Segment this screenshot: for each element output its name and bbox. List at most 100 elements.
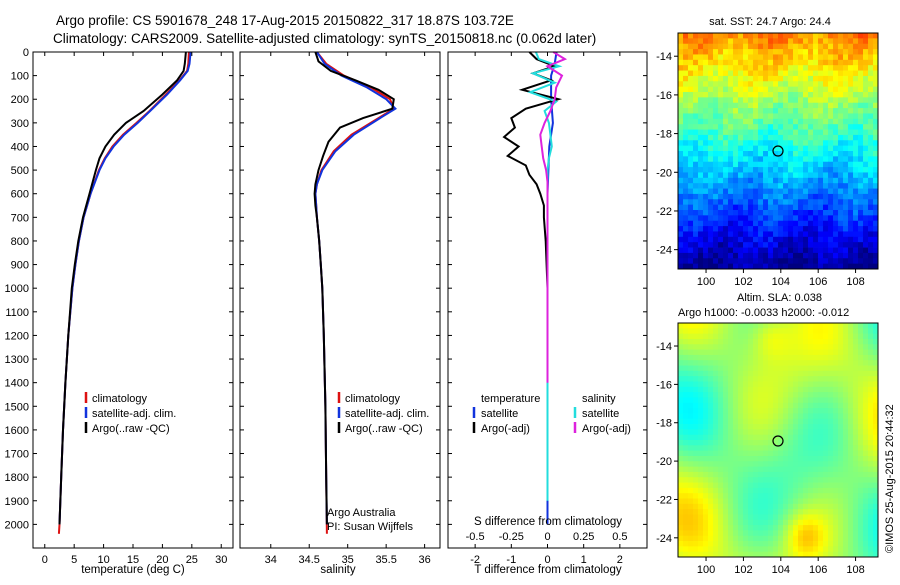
heatmap-cell — [708, 49, 714, 55]
heatmap-cell — [688, 172, 694, 179]
heatmap-cell — [723, 551, 729, 558]
heatmap-cell — [808, 424, 814, 430]
heatmap-cell — [808, 188, 814, 195]
heatmap-cell — [828, 108, 834, 114]
heatmap-cell — [678, 546, 684, 553]
heatmap-cell — [713, 215, 719, 222]
heatmap-cell — [748, 450, 754, 457]
heatmap-cell — [828, 402, 834, 409]
heatmap-cell — [833, 323, 839, 329]
heatmap-cell — [818, 220, 824, 227]
heatmap-cell — [858, 220, 864, 227]
heatmap-cell — [718, 445, 724, 452]
heatmap-cell — [713, 226, 719, 232]
heatmap-cell — [783, 247, 789, 254]
heatmap-cell — [733, 434, 739, 441]
heatmap-cell — [868, 328, 874, 335]
heatmap-cell — [873, 408, 879, 414]
depth-tick-label: 1500 — [5, 401, 29, 413]
heatmap-cell — [778, 236, 784, 243]
heatmap-cell — [723, 323, 729, 329]
heatmap-cell — [858, 113, 864, 120]
heatmap-cell — [828, 118, 834, 125]
heatmap-cell — [858, 498, 864, 505]
heatmap-cell — [723, 509, 729, 515]
heatmap-cell — [748, 161, 754, 168]
heatmap-cell — [733, 108, 739, 114]
heatmap-cell — [718, 70, 724, 77]
heatmap-cell — [788, 551, 794, 558]
heatmap-cell — [708, 525, 714, 531]
heatmap-cell — [858, 429, 864, 436]
difference-xlabel-top: S difference from climatology — [474, 516, 622, 528]
heatmap-cell — [798, 477, 804, 483]
heatmap-cell — [848, 113, 854, 120]
heatmap-cell — [758, 193, 764, 200]
heatmap-cell — [678, 172, 684, 179]
heatmap-cell — [798, 156, 804, 163]
heatmap-cell — [823, 54, 829, 61]
heatmap-cell — [808, 408, 814, 414]
heatmap-cell — [708, 242, 714, 248]
heatmap-cell — [683, 65, 689, 71]
heatmap-cell — [788, 226, 794, 232]
heatmap-cell — [863, 134, 869, 141]
heatmap-cell — [768, 92, 774, 98]
heatmap-cell — [833, 113, 839, 120]
heatmap-cell — [828, 263, 834, 270]
heatmap-cell — [708, 183, 714, 189]
heatmap-cell — [693, 466, 699, 473]
heatmap-cell — [848, 161, 854, 168]
heatmap-cell — [823, 183, 829, 189]
heatmap-cell — [873, 145, 879, 152]
heatmap-cell — [783, 49, 789, 55]
heatmap-cell — [743, 328, 749, 335]
heatmap-cell — [763, 434, 769, 441]
heatmap-cell — [873, 172, 879, 179]
heatmap-cell — [738, 344, 744, 350]
heatmap-cell — [873, 70, 879, 77]
heatmap-cell — [778, 349, 784, 356]
heatmap-cell — [683, 204, 689, 211]
heatmap-cell — [733, 75, 739, 82]
heatmap-cell — [818, 530, 824, 537]
heatmap-cell — [753, 525, 759, 531]
heatmap-cell — [853, 75, 859, 82]
heatmap-cell — [758, 258, 764, 265]
heatmap-cell — [848, 242, 854, 248]
heatmap-cell — [773, 360, 779, 366]
heatmap-cell — [758, 59, 764, 66]
heatmap-cell — [773, 477, 779, 483]
heatmap-cell — [813, 188, 819, 195]
heatmap-cell — [813, 75, 819, 82]
heatmap-cell — [753, 546, 759, 553]
heatmap-cell — [873, 263, 879, 270]
heatmap-cell — [863, 525, 869, 531]
heatmap-cell — [808, 70, 814, 77]
heatmap-cell — [793, 381, 799, 388]
heatmap-cell — [723, 134, 729, 141]
heatmap-cell — [828, 43, 834, 50]
heatmap-cell — [728, 113, 734, 120]
heatmap-cell — [813, 376, 819, 382]
heatmap-cell — [848, 392, 854, 398]
heatmap-cell — [838, 102, 844, 109]
heatmap-cell — [863, 97, 869, 104]
heatmap-cell — [738, 381, 744, 388]
heatmap-cell — [693, 258, 699, 265]
heatmap-cell — [838, 54, 844, 61]
heatmap-cell — [793, 418, 799, 425]
heatmap-cell — [858, 402, 864, 409]
heatmap-cell — [708, 252, 714, 259]
heatmap-cell — [833, 167, 839, 173]
heatmap-cell — [853, 482, 859, 489]
heatmap-cell — [703, 445, 709, 452]
heatmap-cell — [758, 167, 764, 173]
heatmap-cell — [853, 193, 859, 200]
heatmap-cell — [778, 498, 784, 505]
heatmap-cell — [853, 81, 859, 88]
heatmap-cell — [698, 535, 704, 542]
heatmap-cell — [863, 386, 869, 393]
heatmap-cell — [818, 118, 824, 125]
heatmap-cell — [778, 450, 784, 457]
